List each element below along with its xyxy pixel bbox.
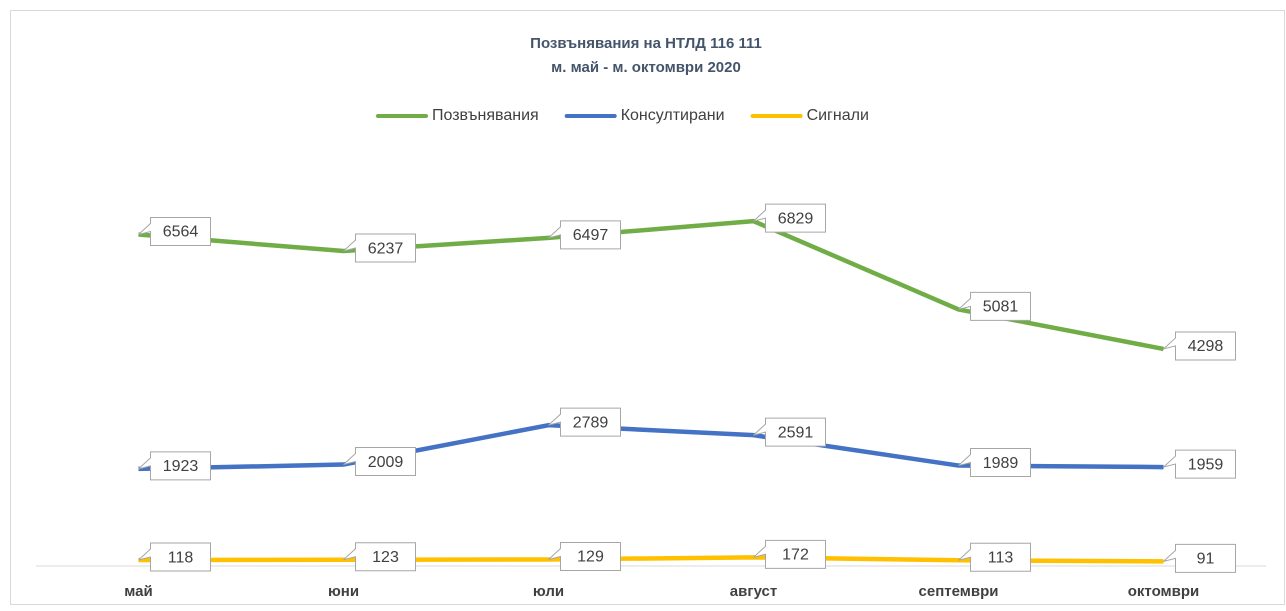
data-label-box [753,203,826,233]
data-label-box [548,220,621,250]
legend-label: Сигнали [807,107,869,124]
data-label: 6237 [368,240,404,257]
data-label: 91 [1197,551,1215,568]
chart-frame [10,10,1285,605]
data-label-box [138,451,211,481]
data-label: 5081 [983,299,1019,316]
chart-title: Позвънявания на НТЛД 116 111 [530,35,762,52]
data-label-box [343,233,416,263]
data-label-box [1163,449,1236,479]
chart-subtitle: м. май - м. октомври 2020 [551,59,741,76]
data-label: 1959 [1188,456,1224,473]
data-label-box [1163,543,1236,573]
data-label: 118 [168,549,194,566]
data-label: 6497 [573,227,609,244]
data-label: 4298 [1188,338,1224,355]
data-label: 172 [782,547,809,564]
data-label-box [343,447,416,477]
data-label-box [958,542,1031,572]
x-tick-label: май [124,583,152,600]
data-label: 1989 [983,455,1019,472]
data-label: 129 [577,549,604,566]
data-label-box [753,417,826,447]
data-label-box [1163,331,1236,361]
data-label-box [138,542,211,572]
x-tick-label: юли [533,583,564,600]
data-label: 113 [988,550,1014,567]
data-label-box [343,542,416,572]
data-label: 123 [372,549,399,566]
x-tick-label: октомври [1128,583,1199,600]
data-label-box [548,407,621,437]
data-label: 1923 [163,458,199,475]
data-label-box [958,291,1031,321]
x-tick-label: август [730,583,777,600]
legend-label: Консултирани [621,107,725,124]
x-tick-label: юни [328,583,359,600]
data-label: 2789 [573,414,609,431]
data-label-box [138,217,211,247]
data-label: 2591 [778,424,814,441]
data-label: 2009 [368,454,404,471]
data-label-box [958,448,1031,478]
data-label: 6829 [778,210,814,227]
legend-label: Позвънявания [432,107,539,124]
x-tick-label: септември [919,583,999,600]
data-label-box [548,541,621,571]
data-label: 6564 [163,224,199,241]
data-label-box [753,539,826,569]
